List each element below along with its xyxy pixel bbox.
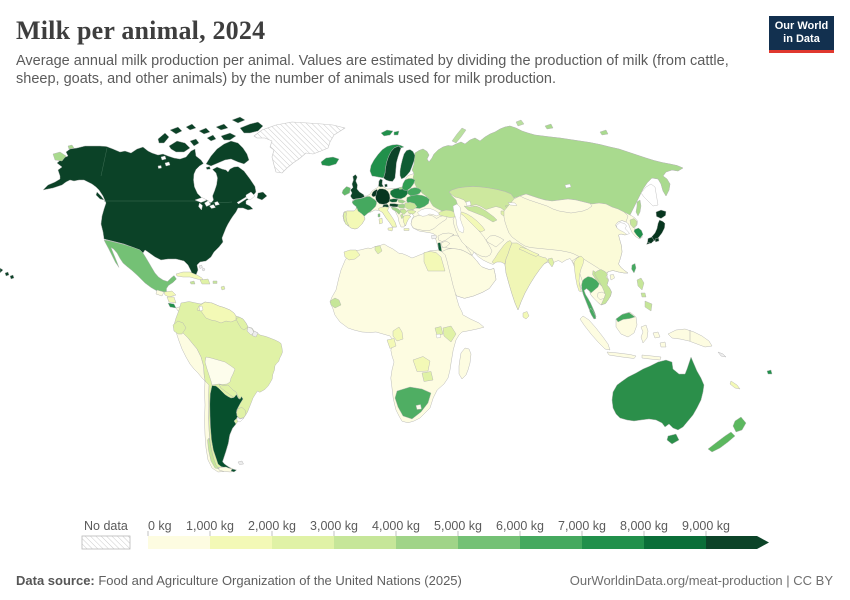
svg-text:8,000 kg: 8,000 kg: [620, 519, 668, 533]
svg-text:4,000 kg: 4,000 kg: [372, 519, 420, 533]
svg-text:3,000 kg: 3,000 kg: [310, 519, 358, 533]
svg-text:1,000 kg: 1,000 kg: [186, 519, 234, 533]
svg-text:5,000 kg: 5,000 kg: [434, 519, 482, 533]
svg-text:No data: No data: [84, 519, 128, 533]
svg-text:7,000 kg: 7,000 kg: [558, 519, 606, 533]
svg-text:6,000 kg: 6,000 kg: [496, 519, 544, 533]
svg-text:2,000 kg: 2,000 kg: [248, 519, 296, 533]
svg-text:0 kg: 0 kg: [148, 519, 172, 533]
svg-text:9,000 kg: 9,000 kg: [682, 519, 730, 533]
